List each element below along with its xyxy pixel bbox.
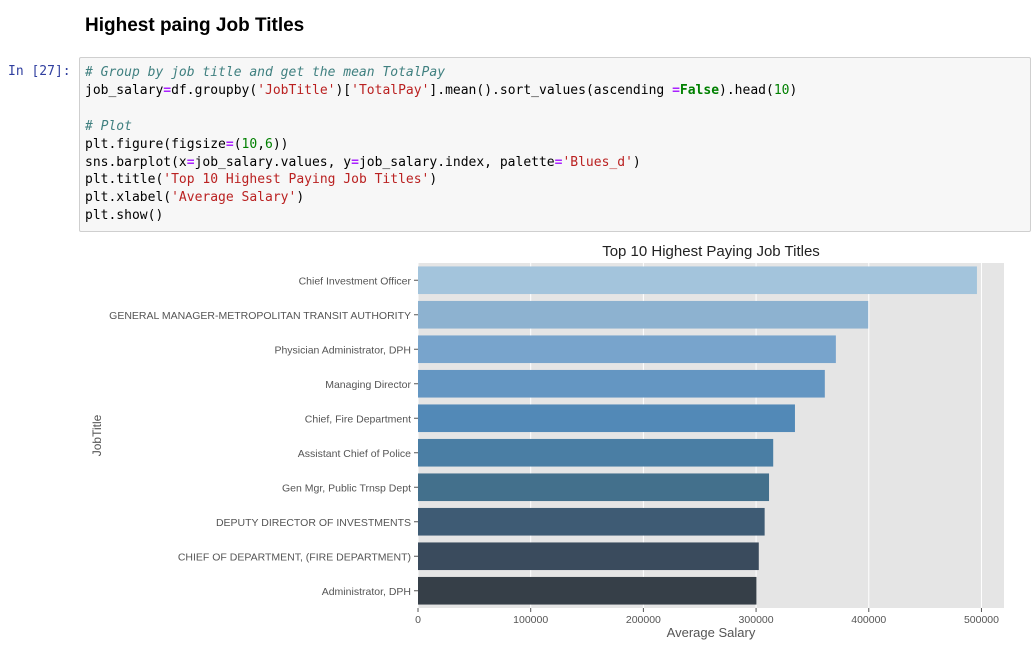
bar: [418, 369, 825, 398]
bar: [418, 438, 774, 467]
x-tick-label: 100000: [513, 614, 548, 626]
bar: [418, 300, 869, 329]
y-tick-label: Administrator, DPH: [322, 586, 411, 598]
cell-output: Chief Investment Officer GENERAL MANAGER-…: [79, 238, 1033, 648]
bar: [418, 473, 770, 502]
y-tick-label: Assistant Chief of Police: [298, 448, 411, 460]
x-axis-label: Average Salary: [667, 625, 756, 640]
code-line: plt.figure(figsize=(10,6)): [85, 136, 289, 152]
y-tick-label: Physician Administrator, DPH: [274, 344, 411, 356]
y-tick-label: Gen Mgr, Public Trnsp Dept: [282, 482, 411, 494]
code-line: # Group by job title and get the mean To…: [85, 65, 446, 80]
y-tick-label: Chief, Fire Department: [305, 413, 411, 425]
x-tick-label: 300000: [739, 614, 774, 626]
bar: [418, 542, 759, 571]
code-line: sns.barplot(x=job_salary.values, y=job_s…: [85, 154, 641, 170]
x-tick-label: 200000: [626, 614, 661, 626]
code-line: # Plot: [85, 118, 132, 134]
bar-chart: Chief Investment Officer GENERAL MANAGER-…: [90, 243, 1004, 640]
x-tick-label: 500000: [964, 614, 999, 626]
code-line: plt.show(): [85, 208, 164, 224]
y-tick-label: CHIEF OF DEPARTMENT, (FIRE DEPARTMENT): [178, 551, 411, 563]
bar: [418, 266, 977, 295]
bar: [418, 404, 795, 433]
y-tick-label: GENERAL MANAGER-METROPOLITAN TRANSIT AUT…: [109, 310, 411, 322]
cell-prompt: In [27]:: [8, 64, 71, 79]
section-heading: Highest paing Job Titles: [85, 15, 305, 36]
y-tick-label: Chief Investment Officer: [299, 275, 412, 287]
code-editor[interactable]: # Group by job title and get the mean To…: [85, 64, 797, 225]
y-tick-label: Managing Director: [325, 379, 411, 391]
code-line: job_salary=df.groupby('JobTitle')['Total…: [85, 82, 798, 98]
bar: [418, 576, 757, 605]
code-line: plt.xlabel('Average Salary'): [85, 190, 305, 206]
code-line: plt.title('Top 10 Highest Paying Job Tit…: [85, 172, 438, 188]
x-tick-label: 0: [415, 614, 421, 626]
bar: [418, 507, 765, 536]
y-axis-label: JobTitle: [90, 414, 104, 456]
code-cell-input[interactable]: # Group by job title and get the mean To…: [79, 57, 1031, 232]
chart-title: Top 10 Highest Paying Job Titles: [602, 243, 820, 260]
bar: [418, 335, 836, 364]
y-tick-label: DEPUTY DIRECTOR OF INVESTMENTS: [216, 517, 411, 529]
x-tick-label: 400000: [851, 614, 886, 626]
